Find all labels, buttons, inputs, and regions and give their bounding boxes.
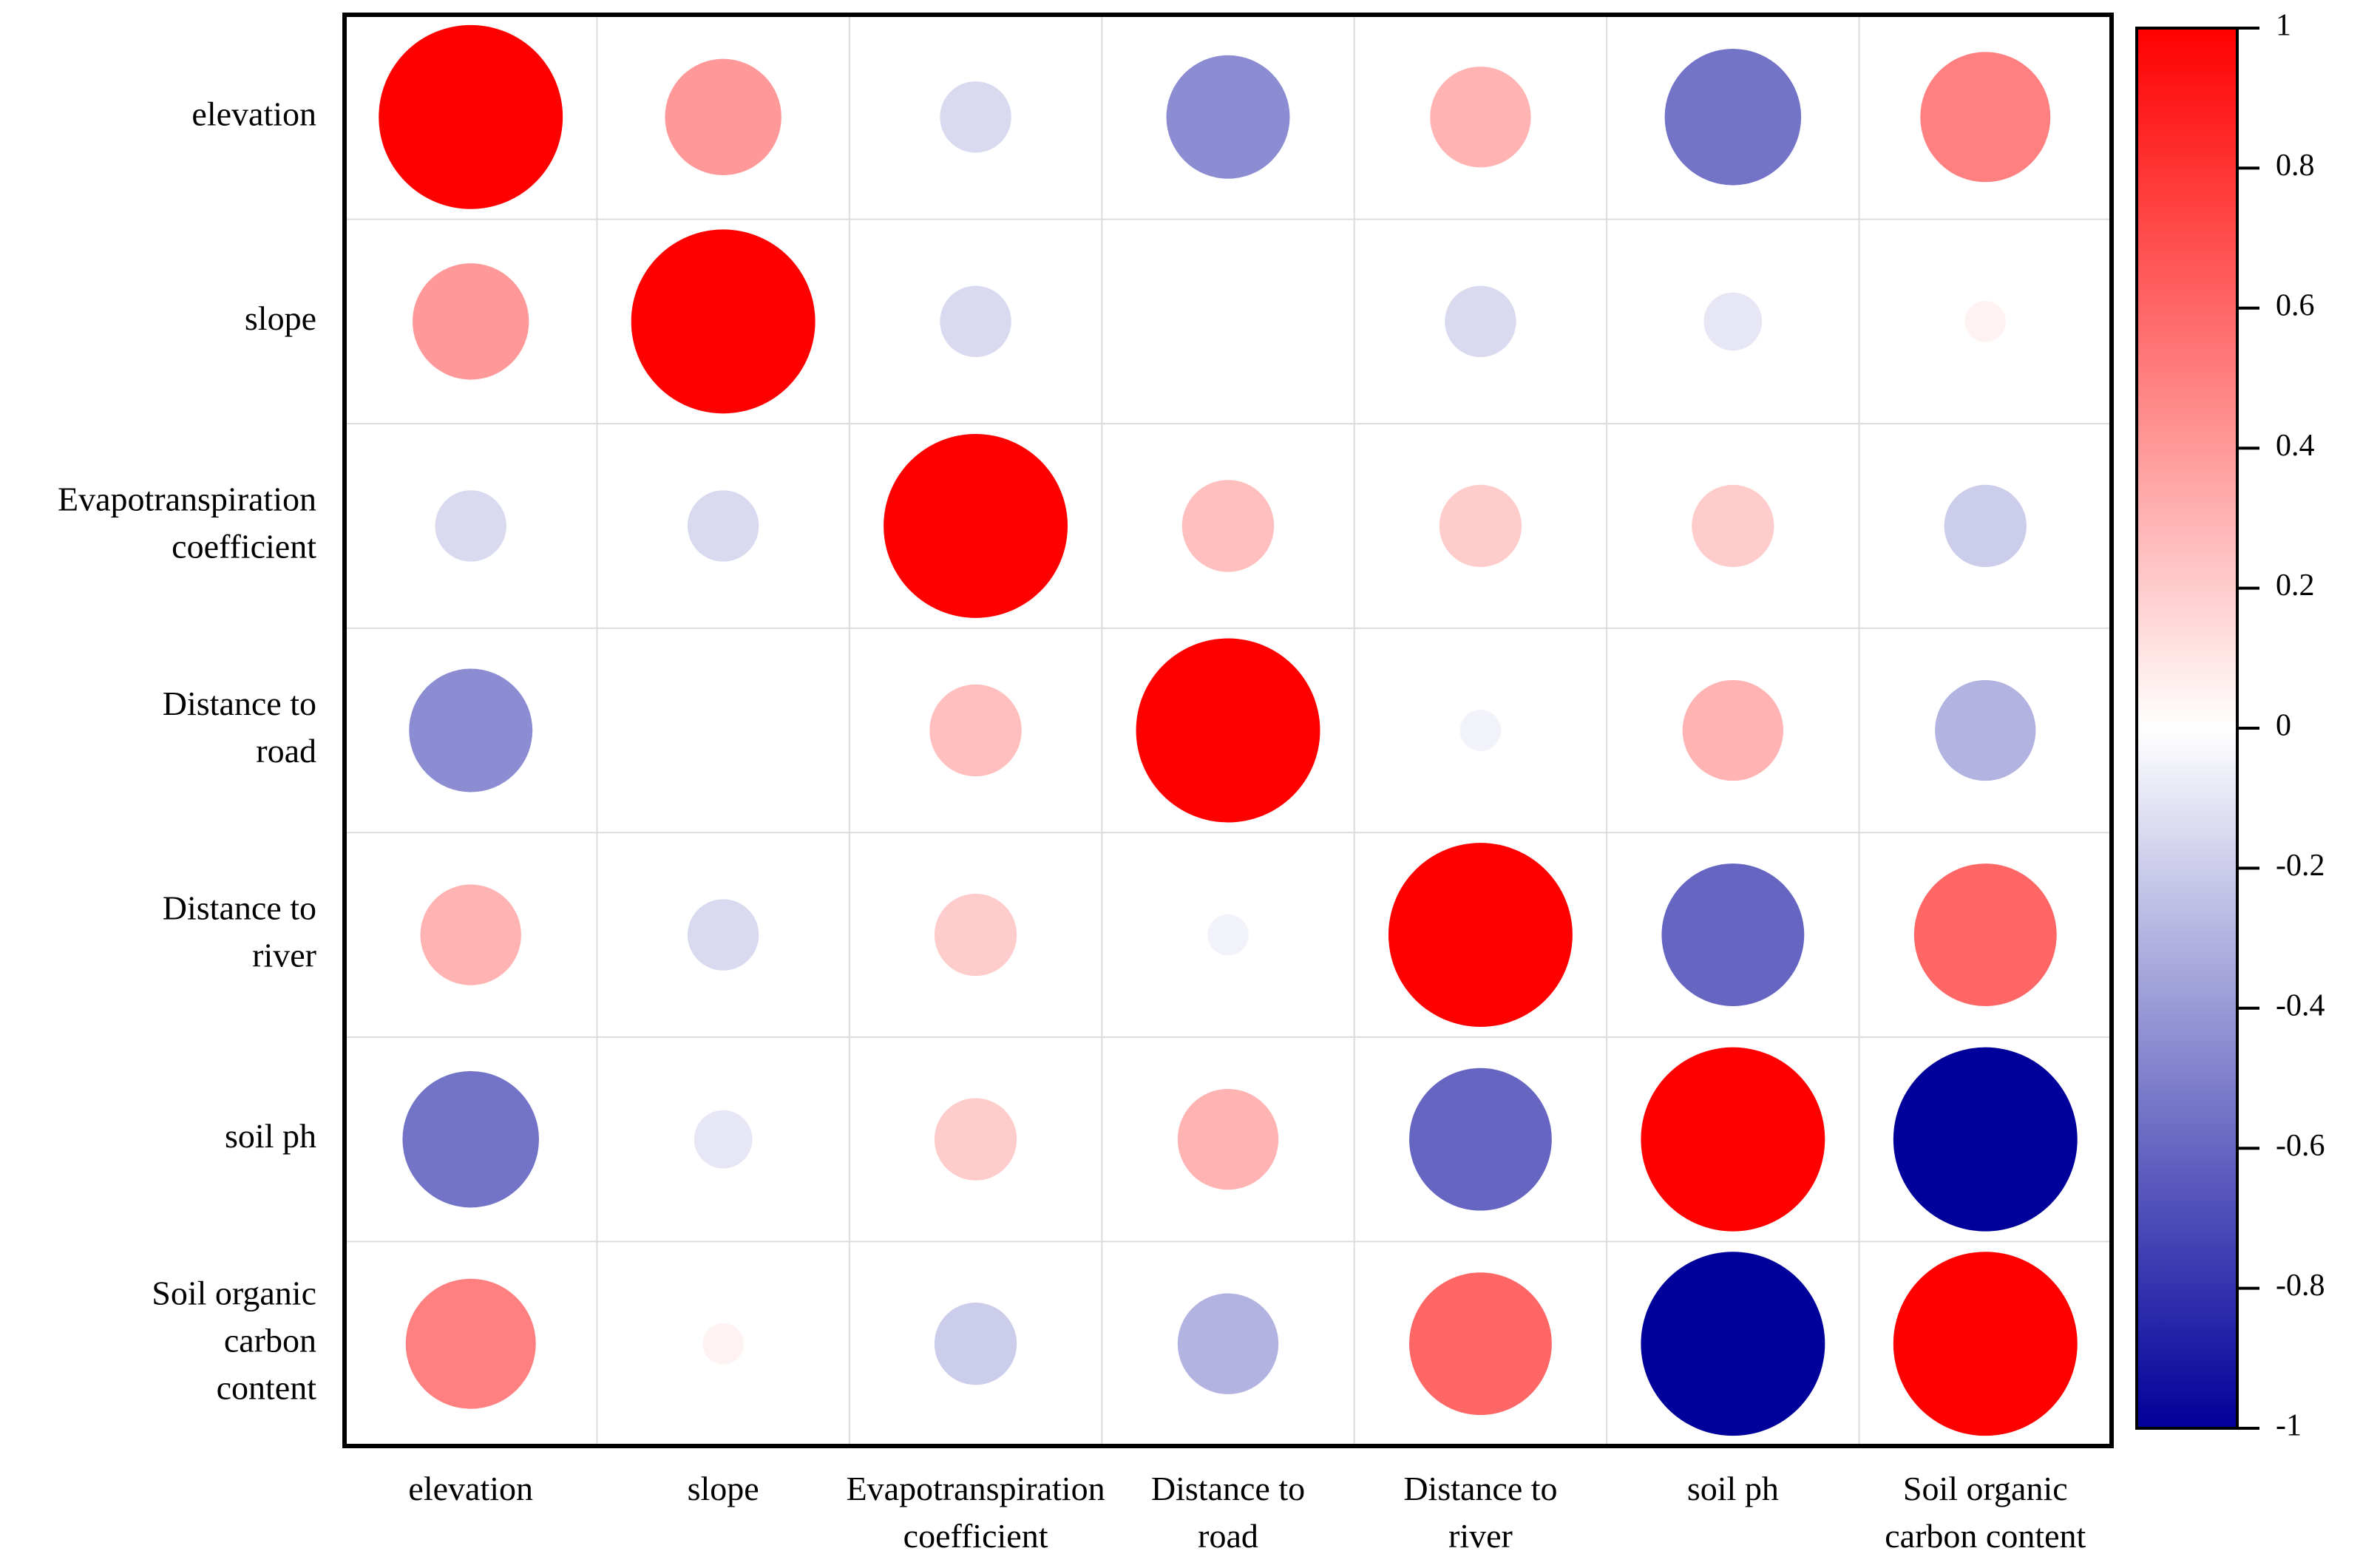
correlation-circle	[665, 58, 781, 175]
correlation-circle	[1692, 484, 1774, 568]
colorbar-tick-label: 0.8	[2276, 149, 2315, 183]
colorbar-tick-label: 0.2	[2276, 569, 2315, 603]
correlation-circle	[1893, 1047, 2078, 1232]
correlation-circle	[631, 229, 816, 414]
correlation-circle	[1445, 285, 1516, 358]
correlation-circle	[940, 285, 1011, 358]
correlation-circle	[1661, 863, 1805, 1006]
grid-lines	[345, 15, 2112, 1446]
correlation-circle	[435, 490, 506, 562]
correlation-circle	[1641, 1252, 1825, 1436]
column-label: Evapotranspiration coefficient	[847, 1470, 1105, 1555]
column-label: slope	[688, 1470, 759, 1507]
row-label: Soil organic carbon content	[152, 1274, 316, 1406]
correlation-circle	[1181, 480, 1275, 572]
row-label: slope	[245, 299, 316, 336]
colorbar-ticks: 1 0.8 0.6 0.4 0.2 0 -0.2 -0.4 -0.6 -0.8 -1	[2237, 9, 2325, 1443]
colorbar-gradient	[2135, 27, 2239, 1430]
correlation-circle	[1944, 484, 2027, 568]
correlation-circle	[379, 24, 563, 209]
correlation-circle	[1920, 52, 2051, 183]
correlation-circle	[1136, 638, 1320, 823]
row-labels: elevation slope Evapotranspiration coeffici…	[58, 95, 316, 1406]
correlation-circle	[1893, 1252, 2078, 1436]
correlation-circle	[1459, 710, 1502, 751]
correlation-circles	[379, 24, 2078, 1436]
row-label: Evapotranspiration coefficient	[58, 480, 316, 565]
colorbar-tick-label: 1	[2276, 9, 2291, 43]
plot-frame	[342, 13, 2114, 1448]
column-label: soil ph	[1687, 1470, 1779, 1507]
correlation-circle	[1388, 843, 1573, 1028]
colorbar-tick-label: -0.6	[2276, 1129, 2325, 1163]
column-label: Distance to road	[1151, 1470, 1305, 1555]
correlation-circle	[1409, 1272, 1552, 1416]
correlation-circle	[1177, 1293, 1279, 1394]
correlation-circle	[940, 81, 1011, 153]
correlation-circle	[409, 668, 533, 793]
correlation-circle	[687, 490, 759, 562]
correlation-circle	[687, 899, 759, 971]
correlation-circle	[1430, 67, 1531, 168]
colorbar-tick-label: -0.2	[2276, 849, 2325, 883]
correlation-circle	[702, 1323, 744, 1365]
colorbar-tick-label: 0	[2276, 709, 2291, 743]
row-label: soil ph	[225, 1117, 316, 1155]
row-label: elevation	[191, 95, 316, 132]
correlation-circle	[1964, 301, 2007, 342]
correlation-circle	[405, 1278, 536, 1409]
row-label: Distance to road	[163, 685, 316, 770]
correlation-circle	[1166, 55, 1290, 179]
correlation-circle	[1409, 1068, 1552, 1211]
colorbar-tick-label: -0.8	[2276, 1269, 2325, 1303]
correlation-circle	[1682, 679, 1784, 781]
correlation-circle	[413, 263, 529, 380]
correlation-circle	[1227, 321, 1229, 322]
correlation-circle	[934, 893, 1017, 977]
correlation-circle	[1207, 914, 1249, 956]
correlation-circle	[402, 1070, 540, 1208]
column-label: elevation	[408, 1470, 533, 1507]
correlation-circle	[934, 1098, 1017, 1181]
column-label: Soil organic carbon content	[1885, 1470, 2086, 1555]
colorbar: 1 0.8 0.6 0.4 0.2 0 -0.2 -0.4 -0.6 -0.8 -1	[2135, 9, 2325, 1443]
row-label: Distance to river	[163, 889, 316, 974]
correlation-circle	[1703, 292, 1763, 351]
correlation-circle	[1935, 679, 2036, 781]
column-label: Distance to river	[1403, 1470, 1557, 1555]
column-labels: elevation slope Evapotranspiration coeffici…	[408, 1470, 2086, 1555]
colorbar-tick-label: -1	[2276, 1409, 2302, 1443]
correlation-circle	[694, 1110, 753, 1169]
colorbar-tick-label: 0.6	[2276, 288, 2315, 322]
correlation-circle	[929, 684, 1022, 777]
correlation-circle	[934, 1303, 1017, 1385]
correlation-circle	[1177, 1088, 1279, 1190]
correlation-circle	[722, 730, 724, 731]
colorbar-tick-label: -0.4	[2276, 988, 2325, 1022]
correlation-circle	[1913, 863, 2057, 1006]
colorbar-tick-label: 0.4	[2276, 429, 2315, 463]
correlation-circle	[420, 884, 521, 985]
correlation-circle	[884, 433, 1068, 618]
correlation-circle	[1439, 484, 1522, 568]
correlation-circle	[1664, 48, 1802, 186]
correlation-circle	[1641, 1047, 1825, 1232]
